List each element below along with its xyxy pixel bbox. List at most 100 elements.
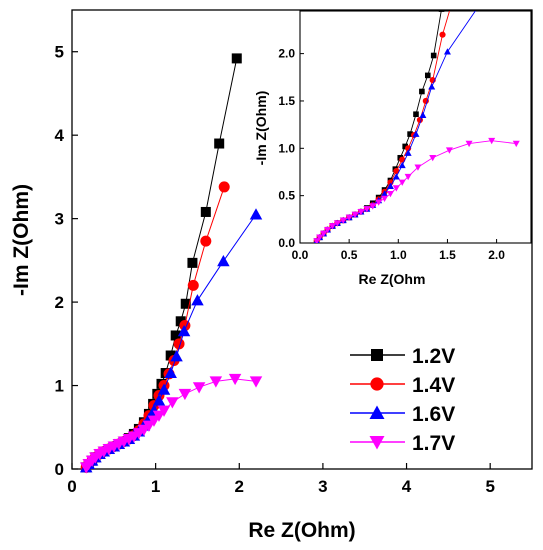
inset-data-point	[407, 131, 413, 137]
main-y-tick-label: 3	[55, 210, 64, 229]
inset-x-tick-label: 1.5	[439, 248, 456, 262]
main-data-point	[152, 394, 166, 406]
main-data-point	[165, 350, 176, 361]
main-data-point	[177, 325, 191, 337]
inset-data-point	[386, 182, 394, 189]
main-y-tick-label: 1	[55, 377, 64, 396]
inset-data-point	[381, 190, 389, 197]
inset-data-point	[413, 111, 419, 118]
legend-label: 1.2V	[412, 345, 455, 368]
inset-data-point	[488, 137, 496, 145]
inset-data-point	[345, 214, 353, 221]
legend-marker	[369, 405, 385, 419]
inset-data-point	[443, 48, 451, 55]
inset-data-point	[339, 217, 347, 224]
main-data-point	[249, 208, 263, 220]
main-data-point	[170, 350, 183, 362]
inset-axis-ticks: 0.0 0.5 1.0 1.5 2.0 0.0 0.5 1.0 1.5 2.0	[278, 47, 505, 262]
inset-data-point	[316, 234, 324, 241]
main-series-line	[85, 186, 225, 468]
inset-data-point	[363, 206, 371, 213]
main-y-tick-label: 0	[55, 460, 64, 479]
main-x-tick-label: 0	[67, 477, 76, 496]
main-x-tick-label: 1	[151, 477, 160, 496]
main-data-point	[187, 279, 199, 291]
inset-x-axis-title: Re Z(Ohm	[359, 271, 426, 287]
inset-data-point	[392, 185, 400, 192]
inset-data-point	[324, 226, 332, 234]
inset-data-point	[320, 230, 328, 238]
main-data-point	[217, 254, 230, 267]
inset-y-tick-label: 1.5	[278, 94, 295, 108]
inset-x-tick-label: 2.0	[488, 248, 505, 262]
inset-data-point	[424, 72, 431, 79]
main-data-point	[173, 338, 185, 350]
inset-series-group	[313, 4, 520, 243]
inset-data-point	[375, 199, 383, 206]
inset-y-axis-title: -Im Z(Ohm)	[253, 91, 269, 166]
inset-data-point	[430, 52, 437, 59]
main-data-point	[170, 330, 181, 341]
inset-plot-frame	[299, 10, 532, 244]
legend: 1.2V 1.4V 1.6V 1.7V	[350, 345, 455, 455]
inset-data-point	[357, 208, 365, 216]
inset-data-point	[429, 154, 437, 162]
inset-y-tick-label: 0.0	[278, 236, 295, 250]
main-plot-frame	[71, 9, 533, 470]
inset-data-point	[412, 130, 420, 137]
inset-data-point	[386, 190, 394, 198]
main-data-point	[231, 53, 242, 64]
inset-data-point	[445, 147, 453, 154]
inset-data-point	[404, 173, 412, 181]
main-x-tick-label: 4	[402, 477, 412, 496]
inset-data-point	[333, 220, 341, 227]
main-data-point	[157, 405, 171, 417]
main-x-tick-label: 5	[485, 477, 494, 496]
main-data-point	[178, 388, 192, 401]
inset-data-point	[398, 179, 406, 186]
inset-y-tick-label: 1.0	[278, 141, 295, 155]
main-data-point	[200, 206, 211, 217]
legend-label: 1.7V	[412, 432, 455, 455]
inset-data-point	[393, 167, 400, 175]
inset-data-point	[404, 149, 412, 156]
main-series-group	[79, 53, 263, 474]
legend-label: 1.6V	[412, 403, 455, 426]
main-series-line	[85, 214, 257, 468]
inset-data-point	[428, 83, 436, 90]
main-x-tick-label: 3	[318, 477, 327, 496]
inset-x-tick-label: 0.0	[292, 248, 309, 262]
main-data-point	[192, 382, 206, 394]
inset-x-tick-label: 1.0	[390, 248, 407, 262]
main-y-tick-label: 5	[55, 43, 64, 62]
inset-series-3	[313, 137, 520, 243]
main-data-point	[209, 376, 223, 388]
inset-data-point	[438, 11, 445, 12]
inset-data-point	[439, 31, 446, 38]
inset-data-point	[414, 164, 422, 171]
inset-data-point	[402, 143, 408, 150]
main-data-point	[175, 316, 186, 327]
legend-label: 1.4V	[412, 374, 455, 397]
main-data-point	[191, 294, 204, 306]
inset-data-point	[474, 4, 481, 10]
main-data-point	[228, 373, 242, 386]
inset-data-point	[419, 111, 427, 118]
main-data-point	[164, 366, 177, 379]
inset-y-tick-label: 0.5	[278, 189, 295, 203]
inset-plot-panel: 0.0 0.5 1.0 1.5 2.00.00.51.01.52.0 Re Z(Ohm …	[253, 4, 532, 287]
main-y-axis-title: -Im Z(Ohm)	[10, 184, 33, 296]
main-plot-panel: 0 1 2 3 4 5 0 1 2 3 4 5 Re Z(Ohm) -Im Z(Ohm)	[10, 9, 533, 542]
main-data-point	[180, 298, 191, 309]
inset-x-tick-label: 0.5	[341, 248, 358, 262]
main-data-point	[249, 376, 263, 388]
main-y-tick-label: 4	[55, 126, 65, 145]
main-data-point	[166, 397, 179, 409]
inset-data-point	[465, 140, 473, 148]
inset-data-point	[392, 173, 400, 180]
main-x-axis-title: Re Z(Ohm)	[248, 519, 355, 542]
main-x-tick-label: 2	[235, 477, 244, 496]
main-data-point	[187, 257, 198, 268]
main-data-point	[214, 138, 225, 149]
